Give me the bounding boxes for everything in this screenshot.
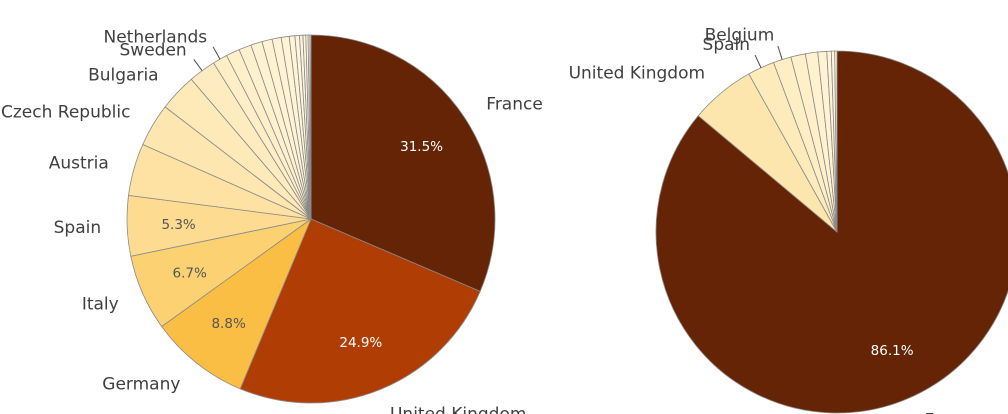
leader-line-spain <box>754 54 762 68</box>
value-label-france: 86.1% <box>871 343 914 359</box>
slice-france[interactable] <box>655 50 1008 414</box>
category-label-czech-republic: Czech Republic <box>1 103 130 123</box>
category-label-france: France <box>486 94 543 114</box>
category-label-united-kingdom: United Kingdom <box>569 64 705 84</box>
category-label-austria: Austria <box>49 153 109 173</box>
leader-line-netherlands <box>212 46 221 60</box>
category-label-spain: Spain <box>703 35 751 55</box>
slice-other-22[interactable] <box>309 34 312 220</box>
value-label-italy: 6.7% <box>173 265 207 281</box>
value-label-spain: 5.3% <box>161 217 195 233</box>
leader-line-belgium <box>777 46 783 60</box>
category-label-bulgaria: Bulgaria <box>88 66 159 86</box>
category-label-netherlands: Netherlands <box>104 27 208 47</box>
category-label-italy: Italy <box>82 294 119 314</box>
category-label-germany: Germany <box>102 374 180 394</box>
category-label-france: France <box>925 411 982 414</box>
value-label-united-kingdom: 24.9% <box>339 335 382 351</box>
slice-france[interactable] <box>310 34 496 292</box>
pie-chart-1: 31.5% France 24.9% United Kingdom 8.8% German… <box>1 27 543 414</box>
slice-germany[interactable] <box>161 217 312 390</box>
value-label-france: 31.5% <box>400 139 443 155</box>
slice-united-kingdom[interactable] <box>239 218 481 404</box>
category-label-spain: Spain <box>54 218 102 238</box>
value-label-germany: 8.8% <box>211 316 245 332</box>
leader-line-sweden <box>193 59 203 71</box>
category-label-belgium: Belgium <box>705 26 775 46</box>
category-label-united-kingdom: United Kingdom <box>390 405 526 414</box>
slice-other-9[interactable] <box>834 50 838 233</box>
category-label-sweden: Sweden <box>120 41 187 61</box>
